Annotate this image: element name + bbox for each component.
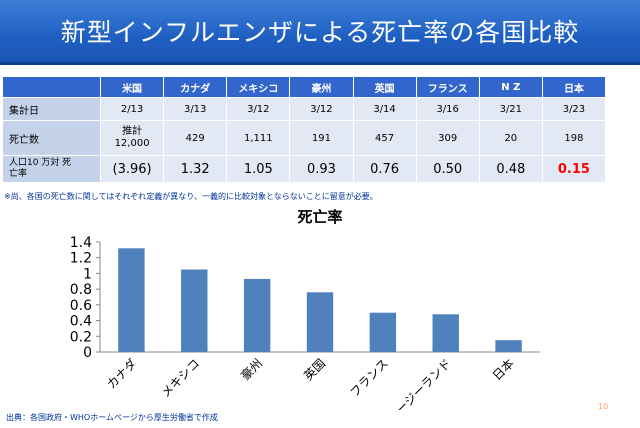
country-header: カナダ [163, 76, 228, 98]
table-cell: 2/13 [99, 97, 165, 121]
row-label: 集計日 [2, 97, 101, 121]
country-header: 豪州 [289, 76, 354, 98]
table-cell: 0.50 [415, 155, 480, 183]
table-cell: 0.76 [352, 155, 417, 183]
y-tick-label: 1 [83, 266, 92, 282]
deaths-estimate: 推計 12,000 [114, 126, 150, 149]
table-cell: 429 [163, 120, 228, 156]
country-header: N Z [478, 76, 543, 98]
y-tick-label: 0.6 [70, 298, 92, 314]
bar [432, 314, 459, 352]
x-tick-label: カナダ [103, 356, 139, 392]
country-header: メキシコ [226, 76, 291, 98]
x-tick-label: メキシコ [159, 356, 203, 400]
table-cell: 3/12 [226, 97, 291, 121]
country-stats-table: 米国 カナダ メキシコ 豪州 英国 フランス N Z 日本 集計日 2/13 3… [2, 76, 607, 183]
x-tick-label: フランス [347, 356, 391, 400]
table-row-date: 集計日 2/13 3/13 3/12 3/12 3/14 3/16 3/21 3… [2, 97, 607, 121]
table-cell: (3.96) [99, 155, 165, 183]
row-label: 死亡数 [2, 120, 101, 156]
bar [369, 312, 397, 352]
y-tick-label: 1.2 [70, 251, 92, 267]
table-cell: 3/12 [289, 97, 354, 121]
title-bar: 新型インフルエンザによる死亡率の各国比較 [0, 0, 640, 65]
table-cell: 推計 12,000 [99, 120, 165, 156]
x-tick-label: 日本 [490, 356, 517, 383]
table-cell: 198 [541, 120, 607, 156]
y-tick-label: 0 [83, 345, 92, 361]
table-cell: 3/16 [415, 97, 480, 121]
table-cell: 1,111 [226, 120, 291, 156]
table-row-rate: 人口10 万対 死亡率 (3.96) 1.32 1.05 0.93 0.76 0… [2, 155, 607, 183]
bar [243, 278, 271, 352]
y-tick-label: 0.2 [70, 329, 92, 345]
bar [495, 340, 522, 352]
bar [181, 269, 208, 352]
table-cell: 191 [289, 120, 354, 156]
table-corner-cell [2, 76, 101, 98]
table-cell: 3/13 [163, 97, 228, 121]
country-header: 米国 [99, 76, 165, 98]
x-tick-label: 豪州 [238, 356, 266, 384]
table-header-row: 米国 カナダ メキシコ 豪州 英国 フランス N Z 日本 [2, 76, 607, 98]
table-row-deaths: 死亡数 推計 12,000 429 1,111 191 457 309 20 1… [2, 120, 607, 156]
rate-label-text: 人口10 万対 死亡率 [9, 158, 72, 179]
slide-title: 新型インフルエンザによる死亡率の各国比較 [60, 18, 580, 47]
y-tick-label: 0.4 [70, 314, 92, 330]
table-cell: 3/14 [352, 97, 417, 121]
table-cell-highlight: 0.15 [541, 155, 607, 183]
table-cell: 457 [352, 120, 417, 156]
country-header: フランス [415, 76, 480, 98]
y-tick-label: 0.8 [70, 282, 92, 298]
page-number: 10 [598, 402, 609, 411]
table-cell: 1.05 [226, 155, 291, 183]
table-cell: 309 [415, 120, 480, 156]
x-tick-label: 英国 [301, 356, 328, 383]
source-footer: 出典：各国政府・WHOホームページから厚生労働省で作成 [6, 413, 218, 422]
country-header: 英国 [352, 76, 417, 98]
table-cell: 3/21 [478, 97, 543, 121]
table-cell: 20 [478, 120, 543, 156]
table-cell: 0.48 [478, 155, 543, 183]
row-label: 人口10 万対 死亡率 [2, 155, 101, 183]
definition-note: ※尚、各国の死亡数に関してはそれぞれ定義が異なり、一義的に比較対象とならないこと… [4, 192, 378, 201]
bar [118, 248, 145, 352]
y-tick-label: 1.4 [70, 235, 92, 251]
table-cell: 1.32 [163, 155, 228, 183]
bar [306, 292, 334, 352]
chart-title: 死亡率 [297, 208, 343, 226]
table-cell: 3/23 [541, 97, 607, 121]
country-header: 日本 [541, 76, 607, 98]
table-cell: 0.93 [289, 155, 354, 183]
